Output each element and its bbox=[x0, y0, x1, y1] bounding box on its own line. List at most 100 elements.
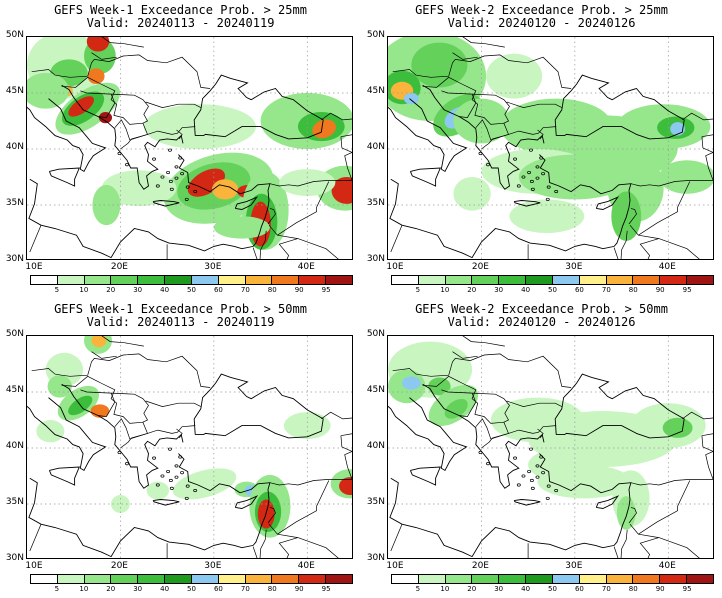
island-outline bbox=[545, 496, 550, 500]
island-outline bbox=[478, 151, 483, 156]
lon-tick-label: 30E bbox=[565, 262, 583, 272]
lat-tick-label: 35N bbox=[366, 497, 385, 507]
colorbar bbox=[391, 574, 714, 584]
coastline bbox=[27, 98, 107, 173]
island-outline bbox=[178, 455, 183, 459]
island-outline bbox=[193, 489, 198, 493]
island-outline bbox=[193, 190, 198, 194]
lat-tick-label: 30N bbox=[366, 553, 385, 563]
colorbar-tick-label: 95 bbox=[321, 286, 331, 294]
colorbar-swatch bbox=[499, 276, 527, 284]
country-border bbox=[269, 136, 352, 187]
panel-valid-range: Valid: 20240113 - 20240119 bbox=[86, 16, 275, 30]
coastline bbox=[422, 84, 545, 190]
colorbar-labels: 5 10 20 30 40 50 60 70 80 90 95 bbox=[30, 286, 353, 296]
probability-contour bbox=[47, 375, 72, 398]
colorbar-swatch bbox=[299, 276, 327, 284]
country-border bbox=[392, 54, 572, 89]
lon-tick-label: 20E bbox=[110, 262, 128, 272]
island-outline bbox=[174, 464, 179, 468]
colorbar-swatch bbox=[245, 575, 273, 583]
island-outline bbox=[530, 187, 535, 191]
colorbar-swatch bbox=[31, 276, 58, 284]
country-border bbox=[268, 181, 330, 236]
country-border bbox=[147, 126, 196, 135]
country-border bbox=[481, 134, 509, 150]
lon-tick-label: 10E bbox=[25, 561, 43, 571]
map-panel: GEFS Week-1 Exceedance Prob. > 50mm Valid… bbox=[0, 299, 361, 598]
probability-map bbox=[26, 335, 353, 559]
map-panel: GEFS Week-1 Exceedance Prob. > 25mm Valid… bbox=[0, 0, 361, 299]
colorbar-swatch bbox=[84, 276, 112, 284]
colorbar bbox=[391, 275, 714, 285]
colorbar-swatch bbox=[418, 276, 446, 284]
colorbar-swatch bbox=[138, 276, 166, 284]
colorbar-swatch bbox=[660, 276, 688, 284]
country-border bbox=[297, 537, 339, 558]
island-outline bbox=[185, 185, 190, 189]
probability-contour bbox=[453, 177, 491, 211]
probability-contour bbox=[339, 477, 352, 496]
country-border bbox=[537, 129, 544, 140]
colorbar-swatch bbox=[138, 575, 166, 583]
country-border bbox=[111, 392, 149, 423]
colorbar-tick-label: 95 bbox=[321, 585, 331, 593]
island-outline bbox=[539, 156, 544, 160]
country-border bbox=[481, 433, 509, 449]
colorbar-tick-label: 40 bbox=[521, 286, 531, 294]
country-border bbox=[321, 411, 352, 437]
lat-tick-label: 35N bbox=[5, 198, 24, 208]
lon-tick-label: 30E bbox=[204, 561, 222, 571]
colorbar-tick-label: 30 bbox=[133, 585, 143, 593]
lat-tick-label: 45N bbox=[366, 385, 385, 395]
country-border bbox=[29, 225, 42, 253]
coastline bbox=[27, 397, 107, 472]
island-outline bbox=[527, 170, 532, 175]
colorbar-tick-label: 40 bbox=[160, 286, 170, 294]
coastline bbox=[193, 74, 324, 140]
probability-contour bbox=[509, 199, 585, 233]
probability-contour bbox=[486, 53, 543, 99]
probability-contour bbox=[444, 398, 468, 419]
colorbar-tick-label: 60 bbox=[213, 286, 223, 294]
island-outline bbox=[478, 450, 483, 455]
island-outline bbox=[521, 474, 526, 478]
colorbar-labels: 5 10 20 30 40 50 60 70 80 90 95 bbox=[391, 286, 714, 296]
colorbar-tick-label: 90 bbox=[655, 585, 665, 593]
colorbar-swatch bbox=[472, 575, 500, 583]
colorbar-tick-label: 60 bbox=[574, 585, 584, 593]
colorbar-swatch bbox=[111, 575, 139, 583]
coastline bbox=[193, 373, 324, 439]
probability-contour bbox=[91, 336, 107, 348]
country-border bbox=[441, 389, 477, 417]
coastline bbox=[28, 154, 271, 259]
lat-tick-label: 50N bbox=[366, 329, 385, 339]
island-outline bbox=[169, 486, 174, 490]
probability-contour bbox=[402, 376, 421, 390]
island-outline bbox=[516, 184, 521, 188]
colorbar-swatch bbox=[299, 575, 327, 583]
country-border bbox=[452, 52, 478, 60]
colorbar-swatch bbox=[57, 276, 85, 284]
coastline bbox=[388, 98, 468, 173]
map-panel: GEFS Week-2 Exceedance Prob. > 50mm Valid… bbox=[361, 299, 722, 598]
island-outline bbox=[528, 447, 533, 451]
panel-valid-range: Valid: 20240120 - 20240126 bbox=[447, 16, 636, 30]
colorbar-tick-label: 5 bbox=[415, 585, 421, 593]
island-outline bbox=[155, 184, 160, 188]
country-border bbox=[297, 238, 339, 259]
island-outline bbox=[535, 475, 540, 479]
lon-tick-label: 40E bbox=[297, 561, 315, 571]
coastline bbox=[554, 373, 685, 439]
country-border bbox=[147, 425, 196, 434]
country-border bbox=[269, 435, 352, 486]
probability-contour bbox=[279, 169, 336, 197]
colorbar-swatch bbox=[111, 276, 139, 284]
country-border bbox=[259, 230, 267, 259]
colorbar-tick-label: 80 bbox=[267, 286, 277, 294]
colorbar-tick-label: 40 bbox=[160, 585, 170, 593]
country-border bbox=[252, 546, 258, 558]
country-border bbox=[390, 524, 403, 552]
probability-contour bbox=[172, 468, 237, 500]
lat-tick-label: 50N bbox=[5, 329, 24, 339]
